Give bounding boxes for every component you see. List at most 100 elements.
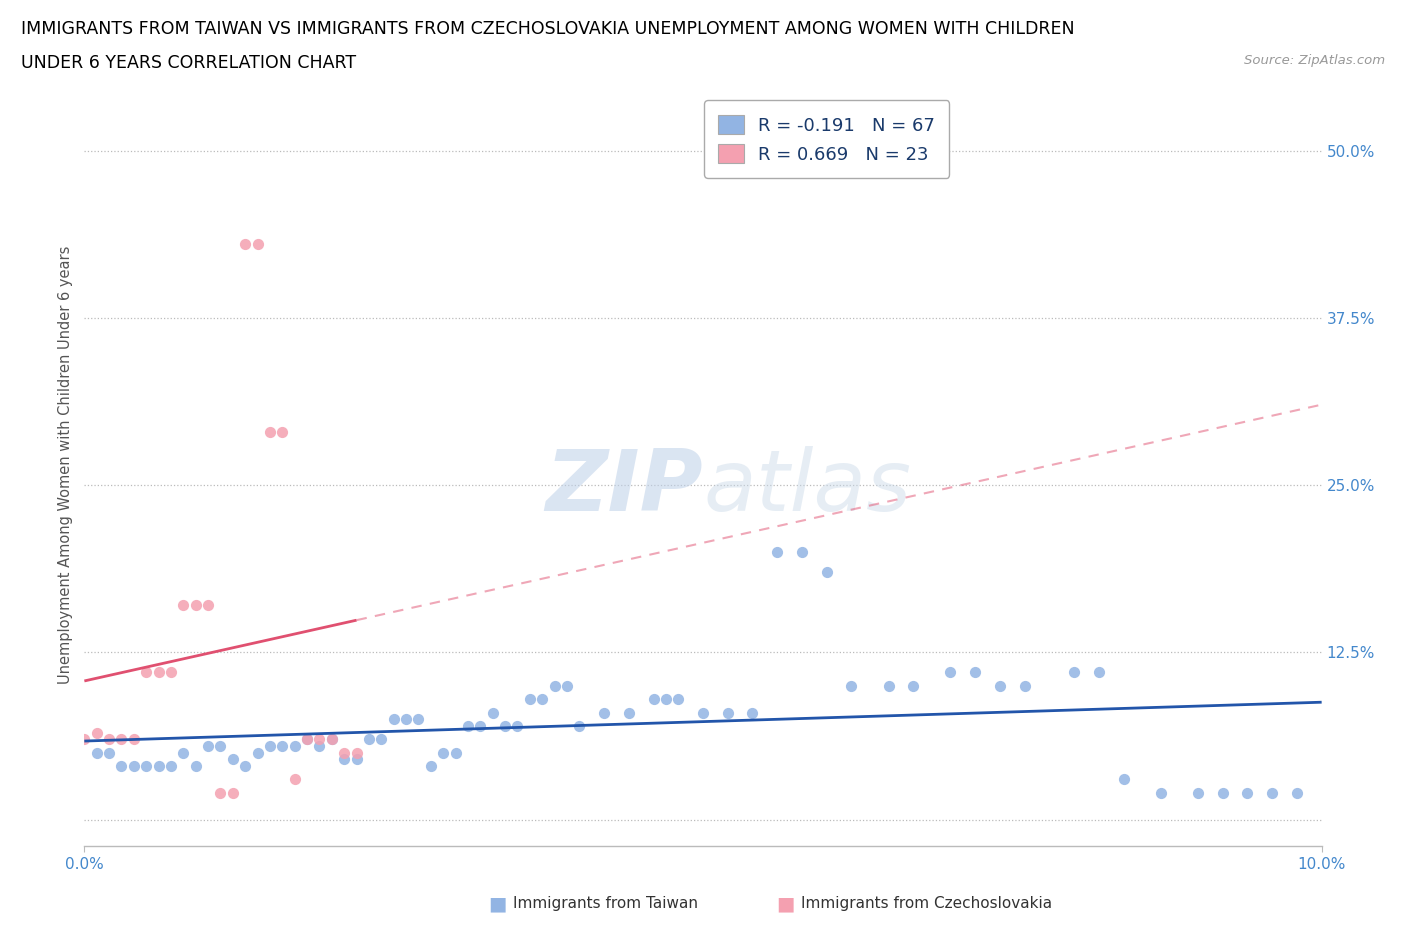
Point	[271, 424, 294, 439]
Text: Source: ZipAtlas.com: Source: ZipAtlas.com	[1244, 54, 1385, 67]
Point	[655, 692, 678, 707]
Point	[877, 678, 900, 693]
Point	[593, 705, 616, 720]
Point	[110, 759, 132, 774]
Text: Immigrants from Czechoslovakia: Immigrants from Czechoslovakia	[801, 897, 1053, 911]
Point	[1285, 785, 1308, 800]
Point	[395, 711, 418, 726]
Point	[98, 732, 121, 747]
Point	[481, 705, 503, 720]
Point	[148, 759, 170, 774]
Point	[233, 237, 256, 252]
Point	[1088, 665, 1111, 680]
Point	[160, 759, 183, 774]
Point	[903, 678, 925, 693]
Point	[357, 732, 380, 747]
Point	[643, 692, 665, 707]
Point	[370, 732, 392, 747]
Point	[666, 692, 689, 707]
Y-axis label: Unemployment Among Women with Children Under 6 years: Unemployment Among Women with Children U…	[58, 246, 73, 684]
Point	[1150, 785, 1173, 800]
Point	[382, 711, 405, 726]
Point	[246, 745, 269, 760]
Text: ZIP: ZIP	[546, 446, 703, 529]
Point	[172, 745, 194, 760]
Point	[73, 732, 96, 747]
Point	[568, 719, 591, 734]
Point	[122, 732, 145, 747]
Point	[86, 745, 108, 760]
Point	[86, 725, 108, 740]
Point	[815, 565, 838, 579]
Point	[519, 692, 541, 707]
Text: Immigrants from Taiwan: Immigrants from Taiwan	[513, 897, 699, 911]
Point	[346, 745, 368, 760]
Point	[321, 732, 343, 747]
Point	[271, 738, 294, 753]
Point	[295, 732, 318, 747]
Point	[197, 738, 219, 753]
Point	[766, 545, 789, 560]
Point	[321, 732, 343, 747]
Point	[841, 678, 863, 693]
Point	[790, 545, 813, 560]
Point	[284, 738, 307, 753]
Point	[1236, 785, 1258, 800]
Point	[233, 759, 256, 774]
Point	[308, 738, 330, 753]
Point	[965, 665, 987, 680]
Point	[110, 732, 132, 747]
Point	[494, 719, 516, 734]
Point	[209, 738, 232, 753]
Point	[988, 678, 1011, 693]
Point	[555, 678, 578, 693]
Text: atlas: atlas	[703, 446, 911, 529]
Legend: R = -0.191   N = 67, R = 0.669   N = 23: R = -0.191 N = 67, R = 0.669 N = 23	[704, 100, 949, 178]
Point	[1261, 785, 1284, 800]
Text: IMMIGRANTS FROM TAIWAN VS IMMIGRANTS FROM CZECHOSLOVAKIA UNEMPLOYMENT AMONG WOME: IMMIGRANTS FROM TAIWAN VS IMMIGRANTS FRO…	[21, 20, 1074, 38]
Point	[333, 745, 356, 760]
Point	[122, 759, 145, 774]
Point	[172, 598, 194, 613]
Point	[184, 759, 207, 774]
Point	[506, 719, 529, 734]
Point	[295, 732, 318, 747]
Point	[184, 598, 207, 613]
Point	[717, 705, 740, 720]
Point	[148, 665, 170, 680]
Point	[284, 772, 307, 787]
Point	[135, 759, 157, 774]
Point	[741, 705, 763, 720]
Point	[1187, 785, 1209, 800]
Point	[259, 424, 281, 439]
Text: ■: ■	[776, 895, 794, 913]
Point	[432, 745, 454, 760]
Point	[1063, 665, 1085, 680]
Point	[470, 719, 492, 734]
Point	[1212, 785, 1234, 800]
Point	[222, 785, 245, 800]
Point	[419, 759, 441, 774]
Text: ■: ■	[488, 895, 506, 913]
Point	[1014, 678, 1036, 693]
Point	[98, 745, 121, 760]
Point	[333, 751, 356, 766]
Point	[531, 692, 554, 707]
Point	[543, 678, 565, 693]
Point	[209, 785, 232, 800]
Point	[135, 665, 157, 680]
Point	[692, 705, 714, 720]
Point	[308, 732, 330, 747]
Point	[617, 705, 640, 720]
Point	[408, 711, 430, 726]
Point	[197, 598, 219, 613]
Point	[346, 751, 368, 766]
Point	[444, 745, 467, 760]
Point	[160, 665, 183, 680]
Point	[246, 237, 269, 252]
Text: UNDER 6 YEARS CORRELATION CHART: UNDER 6 YEARS CORRELATION CHART	[21, 54, 356, 72]
Point	[222, 751, 245, 766]
Point	[259, 738, 281, 753]
Point	[457, 719, 479, 734]
Point	[939, 665, 962, 680]
